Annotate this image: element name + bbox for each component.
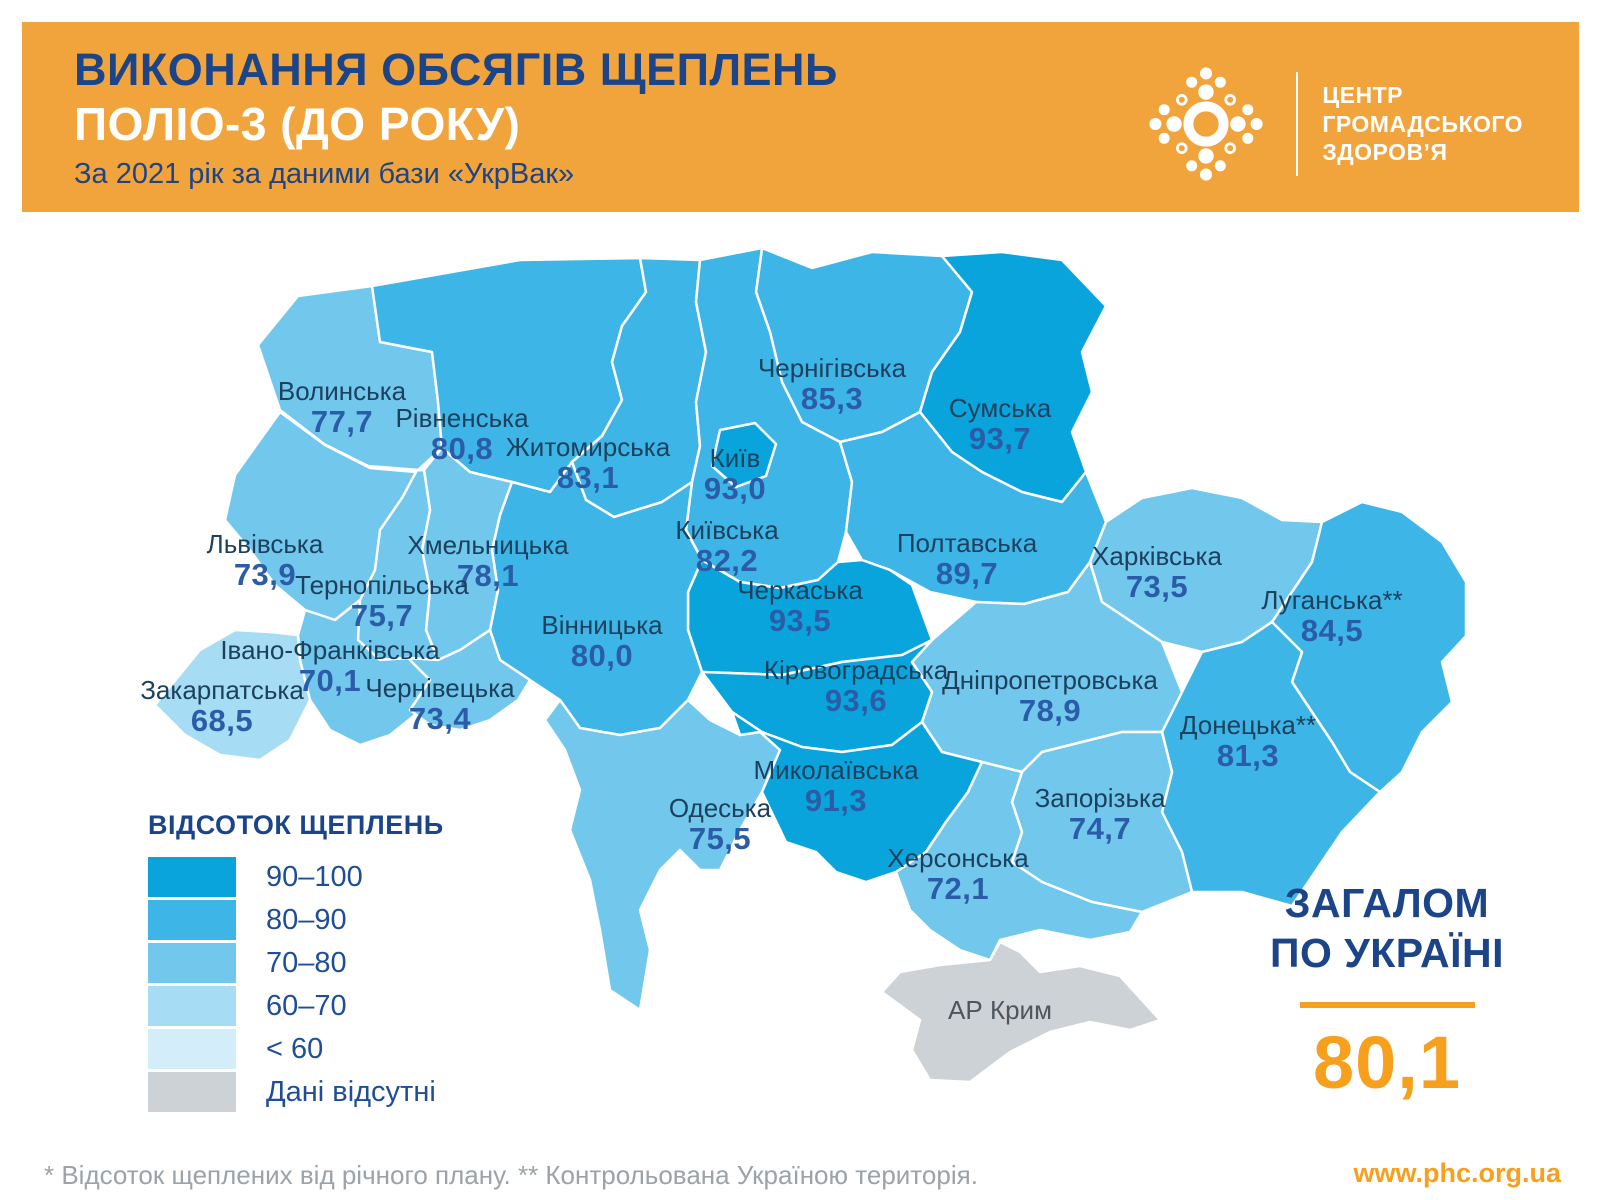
legend-swatch-60-70 [148, 986, 236, 1026]
phc-logo-icon [1149, 67, 1263, 181]
total-divider [1299, 1002, 1475, 1008]
legend-label: 70–80 [266, 946, 347, 979]
legend-row-70-80: 70–80 [148, 943, 444, 983]
logo-text-line1: ЦЕНТР [1322, 81, 1403, 108]
legend-label: < 60 [266, 1032, 324, 1065]
page-title-line2: ПОЛІО-3 (ДО РОКУ) [74, 98, 521, 150]
logo-text: ЦЕНТР ГРОМАДСЬКОГО ЗДОРОВ’Я [1322, 81, 1523, 167]
total-value: 80,1 [1312, 1021, 1462, 1104]
legend-title: ВІДСОТОК ЩЕПЛЕНЬ [148, 810, 444, 840]
legend-row-80-90: 80–90 [148, 900, 444, 940]
legend-swatch-70-80 [148, 943, 236, 983]
legend-list: 90–100 80–90 70–80 60–70 < 60 Дані відсу… [148, 857, 444, 1112]
legend-swatch-80-90 [148, 900, 236, 940]
logo-separator [1296, 72, 1299, 176]
logo-text-line3: ЗДОРОВ’Я [1322, 139, 1448, 166]
region-chernivtsi-shape [406, 628, 532, 732]
legend-label: 80–90 [266, 903, 347, 936]
total-ukraine-block: ЗАГАЛОМ ПО УКРАЇНІ 80,1 [1256, 878, 1518, 1105]
legend-swatch-no-data [148, 1072, 236, 1112]
website-link[interactable]: www.phc.org.ua [1353, 1158, 1561, 1188]
header-titles: ВИКОНАННЯ ОБСЯГІВ ЩЕПЛЕНЬ ПОЛІО-3 (ДО РО… [74, 44, 838, 194]
region-kyiv-city-shape [710, 421, 778, 489]
header-banner: ВИКОНАННЯ ОБСЯГІВ ЩЕПЛЕНЬ ПОЛІО-3 (ДО РО… [22, 22, 1579, 212]
region-kherson-shape [894, 760, 1144, 962]
map-legend: ВІДСОТОК ЩЕПЛЕНЬ 90–100 80–90 70–80 60–7… [148, 810, 444, 1115]
page-title-line1: ВИКОНАННЯ ОБСЯГІВ ЩЕПЛЕНЬ [74, 44, 838, 95]
ukraine-map [153, 246, 1468, 1084]
logo-text-line2: ГРОМАДСЬКОГО [1322, 110, 1523, 137]
page-subtitle: За 2021 рік за даними бази «УкрВак» [74, 158, 575, 190]
legend-row-no-data: Дані відсутні [148, 1072, 444, 1112]
legend-label: Дані відсутні [266, 1075, 436, 1108]
total-label-line2: ПО УКРАЇНІ [1270, 930, 1504, 976]
legend-row-60-70: 60–70 [148, 986, 444, 1026]
legend-label: 60–70 [266, 989, 347, 1022]
legend-row-90-100: 90–100 [148, 857, 444, 897]
region-lviv-shape [223, 410, 418, 622]
region-crimea-shape [880, 940, 1162, 1084]
region-odesa-shape [543, 698, 782, 1012]
legend-swatch-below-60 [148, 1029, 236, 1069]
region-zakarpattia-shape [153, 628, 312, 762]
footnote: * Відсоток щеплених від річного плану. *… [44, 1160, 978, 1190]
legend-swatch-90-100 [148, 857, 236, 897]
legend-row-below-60: < 60 [148, 1029, 444, 1069]
legend-label: 90–100 [266, 860, 363, 893]
total-label-line1: ЗАГАЛОМ [1284, 880, 1490, 926]
phc-logo: ЦЕНТР ГРОМАДСЬКОГО ЗДОРОВ’Я [1140, 58, 1523, 190]
